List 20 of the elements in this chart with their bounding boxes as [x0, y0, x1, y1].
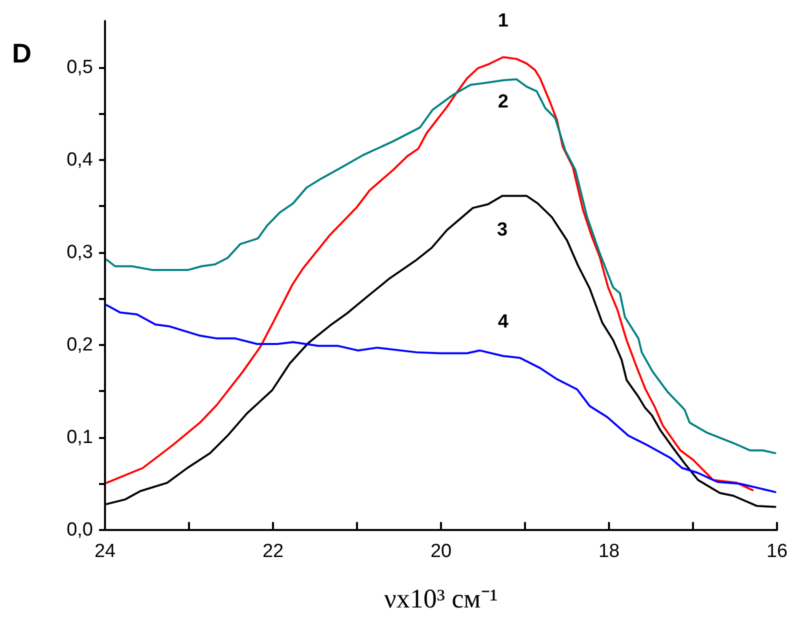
y-tick-label: 0,5	[66, 56, 93, 78]
y-tick-label: 0,1	[66, 426, 93, 448]
x-tick-label: 16	[766, 541, 788, 562]
y-tick-label: 0,0	[66, 520, 93, 540]
y-axis-title: D	[12, 38, 32, 68]
line-series	[106, 304, 776, 494]
y-tick-label: 0,2	[66, 334, 93, 356]
x-tick-label: 18	[598, 541, 620, 562]
x-tick-label: 24	[94, 541, 116, 562]
x-tick-label: 22	[262, 541, 284, 562]
line-series	[106, 78, 776, 454]
series-label: 2	[498, 92, 508, 113]
series-label: 3	[497, 219, 508, 240]
y-tick-label: 0,3	[66, 242, 93, 263]
x-axis-title: νx10³ см⁻¹	[384, 584, 498, 614]
series-label: 1	[498, 10, 509, 32]
y-tick-label: 0,4	[66, 149, 94, 170]
x-tick-label: 20	[430, 541, 452, 562]
series-label: 4	[498, 312, 509, 333]
line-series	[106, 56, 754, 492]
